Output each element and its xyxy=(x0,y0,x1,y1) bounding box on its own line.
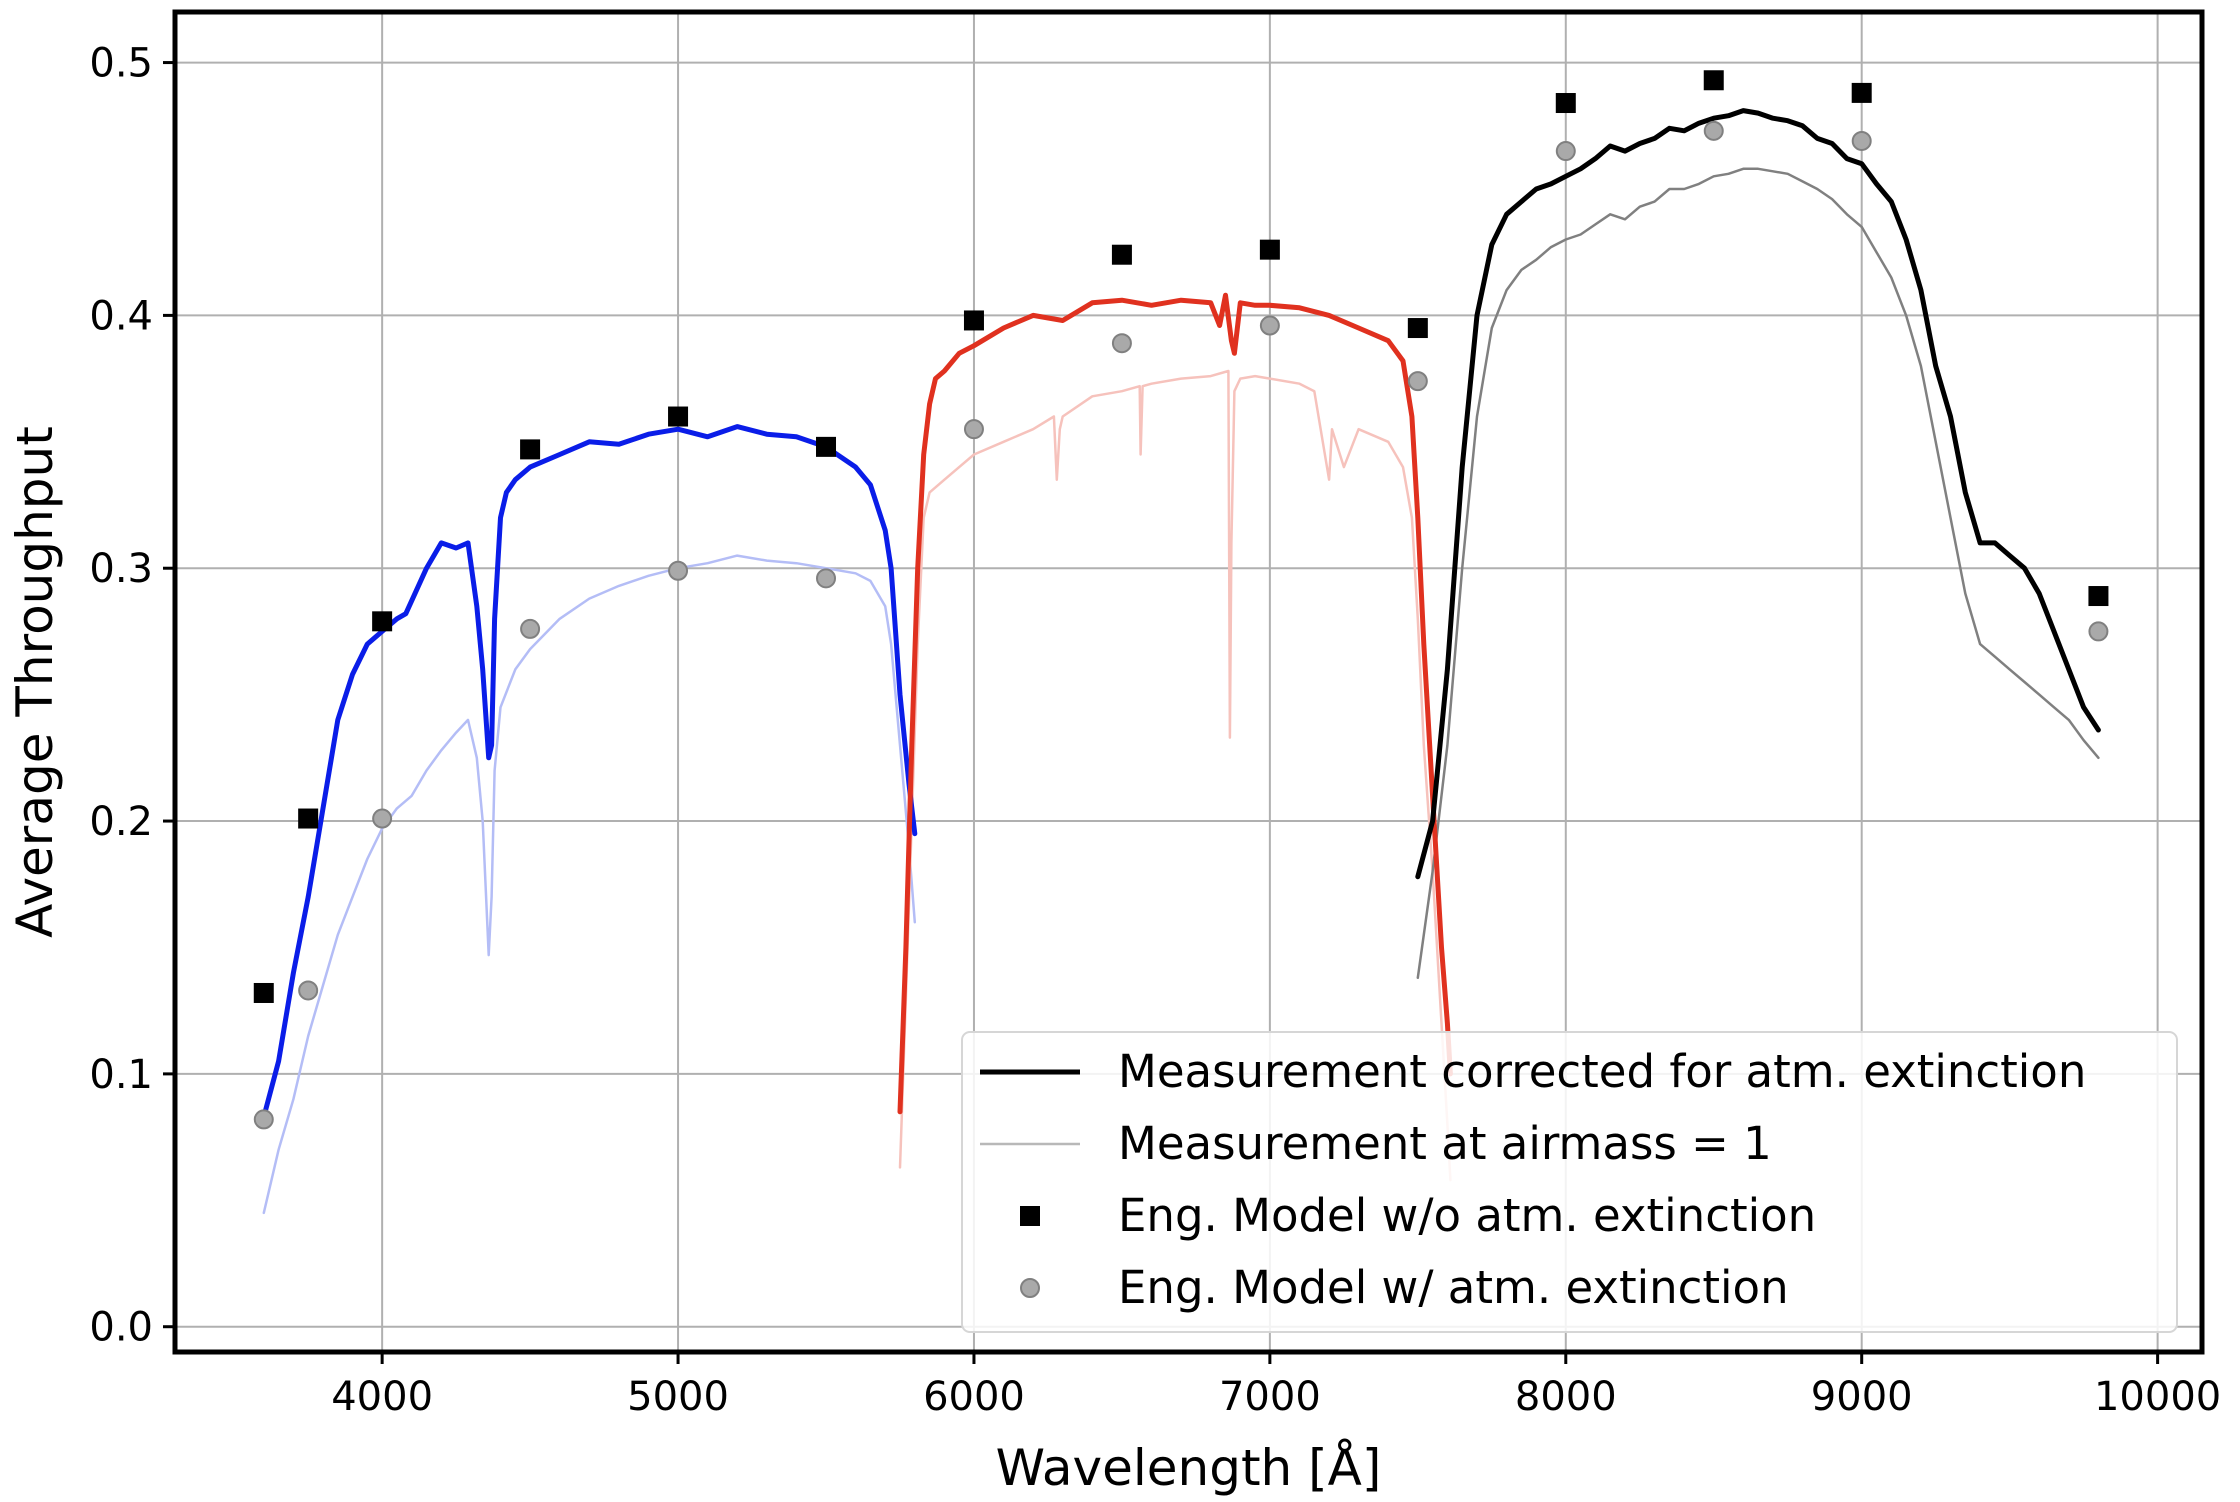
model-no-ext-point xyxy=(668,406,689,427)
series-layer xyxy=(261,108,2101,1215)
model-no-ext-point xyxy=(1555,93,1576,114)
model-ext-point xyxy=(1111,333,1132,354)
model-no-ext-point xyxy=(1259,239,1280,260)
x-tick-label: 9000 xyxy=(1811,1374,1913,1420)
legend-label: Eng. Model w/ atm. extinction xyxy=(1118,1261,1789,1314)
model-no-ext-point xyxy=(520,439,541,460)
y-tick-label: 0.1 xyxy=(89,1052,153,1098)
grid-lines xyxy=(175,12,2202,1352)
y-axis-title: Average Throughput xyxy=(6,426,64,938)
model-ext-point xyxy=(520,618,541,639)
model-no-ext-point xyxy=(253,982,274,1003)
model-ext-point xyxy=(963,419,984,440)
x-tick-label: 5000 xyxy=(627,1374,729,1420)
x-tick-label: 10000 xyxy=(2094,1374,2221,1420)
y-tick-label: 0.3 xyxy=(89,546,153,592)
model-ext-point xyxy=(668,560,689,581)
legend-handle-circle xyxy=(1020,1278,1040,1298)
legend-label: Eng. Model w/o atm. extinction xyxy=(1118,1189,1816,1242)
model-ext-point xyxy=(253,1109,274,1130)
model-no-ext-point xyxy=(963,310,984,331)
black-corrected-line xyxy=(1415,108,2101,880)
x-tick-label: 6000 xyxy=(923,1374,1025,1420)
model-ext-point xyxy=(1259,315,1280,336)
model-no-ext-point xyxy=(1703,70,1724,91)
y-tick-label: 0.2 xyxy=(89,799,153,845)
model-ext-point xyxy=(298,980,319,1001)
model-ext-point xyxy=(2088,621,2109,642)
model-ext-point xyxy=(1703,120,1724,141)
model-no-ext-point xyxy=(1407,318,1428,339)
model-no-ext-point xyxy=(2088,586,2109,607)
model-no-ext-point xyxy=(1851,82,1872,103)
model-no-ext-point xyxy=(372,611,393,632)
plot-frame xyxy=(172,9,2205,1355)
model-no-ext-point xyxy=(298,808,319,829)
model-no-ext-point xyxy=(1111,244,1132,265)
red-corrected-line xyxy=(897,292,1453,1115)
model-ext-point xyxy=(816,568,837,589)
blue-airmass1-line xyxy=(262,554,917,1215)
model-no-ext-point xyxy=(816,436,837,457)
x-tick-label: 4000 xyxy=(331,1374,433,1420)
model-ext-point xyxy=(1407,371,1428,392)
black-airmass1-line xyxy=(1416,167,2100,980)
x-axis-title: Wavelength [Å] xyxy=(996,1439,1382,1497)
model-ext-point xyxy=(372,808,393,829)
x-tick-label: 7000 xyxy=(1219,1374,1321,1420)
axis-ticks: 4000 5000 6000 7000 8000 9000 10000 0.0 0.1 0.2 0.… xyxy=(89,41,2221,1420)
y-tick-label: 0.4 xyxy=(89,293,153,339)
legend-label: Measurement at airmass = 1 xyxy=(1118,1117,1772,1170)
red-airmass1-line xyxy=(898,369,1452,1182)
model-ext-point xyxy=(1555,141,1576,162)
legend-label: Measurement corrected for atm. extinctio… xyxy=(1118,1045,2086,1098)
legend-handle-square xyxy=(1020,1206,1040,1226)
x-tick-label: 8000 xyxy=(1515,1374,1617,1420)
model-ext-point xyxy=(1851,130,1872,151)
y-tick-label: 0.5 xyxy=(89,41,153,87)
marker-layer xyxy=(253,70,2109,1130)
y-tick-label: 0.0 xyxy=(89,1305,153,1351)
legend-box xyxy=(961,1031,2178,1333)
legend: Measurement corrected for atm. extinctio… xyxy=(961,1031,2178,1333)
